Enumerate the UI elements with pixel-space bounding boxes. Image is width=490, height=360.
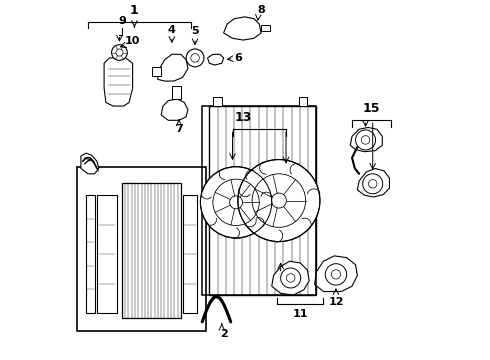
Circle shape bbox=[186, 49, 204, 67]
Text: 1: 1 bbox=[130, 4, 139, 17]
Text: 9: 9 bbox=[118, 16, 126, 26]
Circle shape bbox=[286, 274, 295, 282]
Text: 8: 8 bbox=[257, 5, 265, 15]
Text: 15: 15 bbox=[363, 102, 380, 115]
Text: 12: 12 bbox=[328, 297, 343, 307]
Polygon shape bbox=[315, 256, 357, 292]
Circle shape bbox=[281, 268, 301, 288]
Bar bbox=[172, 86, 181, 99]
Circle shape bbox=[238, 159, 320, 242]
Circle shape bbox=[331, 270, 341, 279]
Polygon shape bbox=[161, 99, 188, 120]
Bar bbox=[213, 97, 222, 106]
Bar bbox=[97, 195, 117, 313]
Polygon shape bbox=[158, 54, 188, 81]
Bar bbox=[152, 67, 161, 76]
Polygon shape bbox=[272, 261, 309, 295]
Polygon shape bbox=[81, 153, 99, 174]
Circle shape bbox=[325, 264, 346, 285]
Circle shape bbox=[116, 49, 123, 56]
Bar bbox=[77, 167, 206, 331]
Bar bbox=[298, 97, 307, 106]
Bar bbox=[261, 25, 270, 31]
Circle shape bbox=[200, 167, 272, 238]
Circle shape bbox=[368, 180, 377, 188]
Circle shape bbox=[361, 136, 370, 144]
Text: 10: 10 bbox=[124, 36, 140, 46]
Bar bbox=[122, 183, 181, 318]
Bar bbox=[202, 106, 317, 295]
Text: 5: 5 bbox=[191, 27, 199, 36]
Bar bbox=[86, 195, 95, 313]
Circle shape bbox=[191, 54, 199, 62]
Bar bbox=[183, 195, 197, 313]
Polygon shape bbox=[223, 17, 261, 40]
Text: 4: 4 bbox=[168, 25, 176, 35]
Circle shape bbox=[112, 45, 127, 60]
Text: 14: 14 bbox=[275, 275, 293, 288]
Text: 11: 11 bbox=[293, 309, 308, 319]
Circle shape bbox=[363, 174, 383, 194]
Text: 6: 6 bbox=[234, 53, 242, 63]
Text: 3: 3 bbox=[80, 156, 88, 166]
Polygon shape bbox=[357, 168, 390, 197]
Polygon shape bbox=[104, 58, 133, 106]
Text: 13: 13 bbox=[235, 111, 252, 124]
Circle shape bbox=[356, 130, 375, 150]
Polygon shape bbox=[350, 127, 382, 152]
Text: 2: 2 bbox=[220, 329, 227, 339]
Polygon shape bbox=[208, 54, 223, 65]
Text: 7: 7 bbox=[175, 124, 183, 134]
Bar bbox=[209, 106, 317, 295]
